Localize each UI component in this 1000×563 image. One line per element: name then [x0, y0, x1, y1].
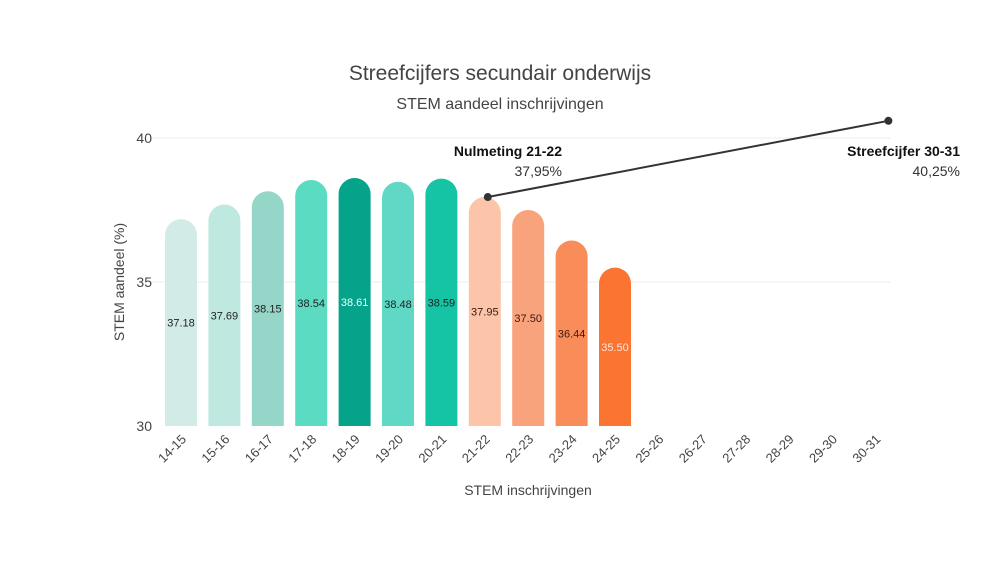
bar-value-label: 37.95 — [471, 307, 499, 319]
bar — [208, 204, 241, 426]
bar — [599, 267, 631, 426]
x-tick-label: 17-18 — [285, 432, 319, 466]
bar — [251, 191, 284, 426]
y-tick-label: 40 — [136, 130, 152, 146]
x-tick-label: 24-25 — [589, 432, 623, 466]
bar-value-label: 38.48 — [384, 299, 412, 311]
y-tick-label: 35 — [136, 274, 152, 290]
x-tick-label: 16-17 — [242, 432, 276, 466]
target-line-start-point — [483, 193, 492, 202]
bar — [468, 197, 501, 426]
baseline-title: Nulmeting 21-22 — [454, 143, 562, 159]
bar — [425, 178, 458, 426]
bar — [165, 219, 197, 426]
x-tick-label: 27-28 — [719, 432, 753, 466]
target-line — [487, 119, 889, 199]
x-tick-label: 25-26 — [632, 432, 666, 466]
x-tick-label: 29-30 — [806, 432, 840, 466]
bar-value-label: 37.50 — [514, 313, 542, 325]
x-tick-label: 26-27 — [676, 432, 710, 466]
x-tick-label: 15-16 — [198, 432, 232, 466]
x-tick-label: 28-29 — [763, 432, 797, 466]
chart-title: Streefcijfers secundair onderwijs — [349, 62, 651, 85]
target-line-end-point — [884, 116, 893, 125]
bar — [555, 240, 588, 426]
bar-value-label: 37.69 — [211, 310, 239, 322]
baseline-value: 37,95% — [515, 163, 562, 179]
bar — [295, 180, 328, 426]
bar-value-label: 38.59 — [428, 297, 456, 309]
bar — [338, 178, 371, 426]
x-tick-label: 30-31 — [849, 432, 883, 466]
bar-value-label: 38.61 — [341, 297, 369, 309]
y-axis-title: STEM aandeel (%) — [111, 223, 127, 341]
bar-value-label: 38.15 — [254, 304, 282, 316]
x-tick-label: 20-21 — [415, 432, 449, 466]
target-title: Streefcijfer 30-31 — [847, 143, 960, 159]
target-value: 40,25% — [913, 163, 960, 179]
y-tick-label: 30 — [136, 418, 152, 434]
x-axis-title: STEM inschrijvingen — [464, 482, 592, 498]
bar-value-label: 37.18 — [167, 318, 195, 330]
x-tick-label: 18-19 — [329, 432, 363, 466]
bar — [382, 181, 414, 426]
bar-value-label: 35.50 — [601, 342, 629, 354]
bar-value-label: 36.44 — [558, 328, 586, 340]
bar-value-label: 38.54 — [297, 298, 325, 310]
x-tick-label: 23-24 — [546, 432, 580, 466]
x-tick-label: 14-15 — [155, 432, 189, 466]
x-tick-label: 19-20 — [372, 432, 406, 466]
chart-subtitle: STEM aandeel inschrijvingen — [396, 96, 603, 113]
x-tick-label: 21-22 — [459, 432, 493, 466]
bar — [512, 210, 545, 426]
x-tick-label: 22-23 — [502, 432, 536, 466]
